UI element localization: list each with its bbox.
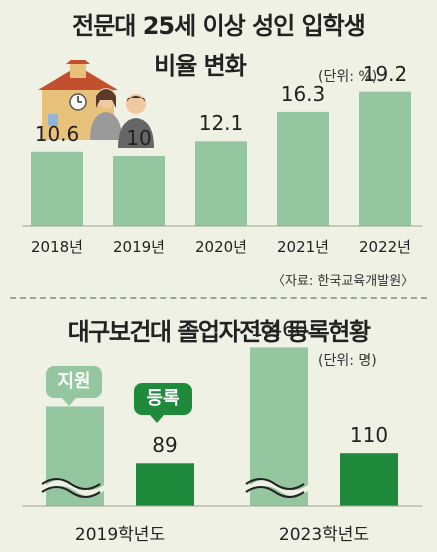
section-divider (10, 297, 427, 299)
chart1-value-label-4: 19.2 (362, 61, 408, 86)
chart2-value-label-1-1: 110 (349, 423, 389, 448)
chart2-axis-break-1 (245, 478, 305, 498)
school-students-icon (38, 60, 154, 148)
legend-label-enroll: 등록 (146, 388, 180, 409)
chart1-value-label-3: 16.3 (280, 81, 326, 106)
chart2-value-label-1-0: 1,460 (250, 317, 308, 342)
chart1-bar-0 (31, 151, 83, 226)
chart1-bar-4 (359, 91, 411, 226)
chart2-bar-1-1 (340, 453, 398, 506)
legend-label-apply: 지원 (57, 371, 91, 392)
chart2-tick-label-0: 2019학년도 (74, 525, 166, 545)
legend-badge-apply: 지원 (46, 366, 102, 406)
chart1-tick-label-4: 2022년 (359, 238, 411, 256)
chart1-value-label-0: 10.6 (34, 121, 80, 146)
chart1-subtitle: 비율 변화 (154, 52, 247, 80)
chart2-title: 대구보건대 졸업자전형 등록현황 (67, 318, 371, 346)
chart1-unit: (단위: %) (318, 69, 378, 85)
chart2-axis-break-gap-0 (46, 480, 104, 496)
chart1-tick-label-1: 2019년 (113, 238, 165, 256)
chart2-axis-break-0 (41, 478, 101, 498)
chart1-plot (22, 91, 422, 227)
legend-badge-enroll: 등록 (134, 383, 192, 423)
chart2-axis-break-gap-1 (250, 480, 308, 496)
chart1-value-label-2: 12.1 (198, 111, 244, 136)
chart1-value-label-1: 10 (126, 126, 152, 150)
chart2-bar-0-1 (136, 463, 194, 506)
chart2-tick-label-1: 2023학년도 (278, 525, 370, 545)
chart1-tick-label-3: 2021년 (277, 238, 329, 256)
chart1-bar-2 (195, 141, 247, 226)
chart1-bar-1 (113, 156, 165, 226)
chart1-tick-label-2: 2020년 (195, 238, 247, 256)
chart1-source: 〈자료: 한국교육개발원〉 (272, 274, 415, 289)
chart1-title: 전문대 25세 이상 성인 입학생 (72, 12, 366, 40)
chart2-value-label-0-1: 89 (152, 433, 178, 458)
chart1-tick-label-0: 2018년 (31, 238, 83, 256)
chart2-unit: (단위: 명) (318, 353, 377, 369)
chart1-bar-3 (277, 111, 329, 226)
